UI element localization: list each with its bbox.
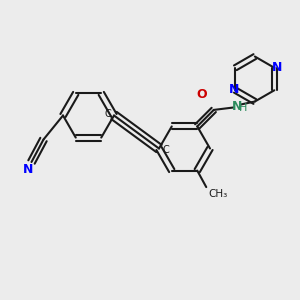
Text: CH₃: CH₃ — [209, 190, 228, 200]
Text: N: N — [232, 100, 242, 112]
Text: H: H — [239, 103, 247, 113]
Text: N: N — [272, 61, 282, 74]
Text: O: O — [196, 88, 207, 101]
Text: C: C — [162, 145, 169, 155]
Text: C: C — [104, 109, 111, 119]
Text: N: N — [229, 83, 239, 96]
Text: N: N — [23, 163, 34, 176]
